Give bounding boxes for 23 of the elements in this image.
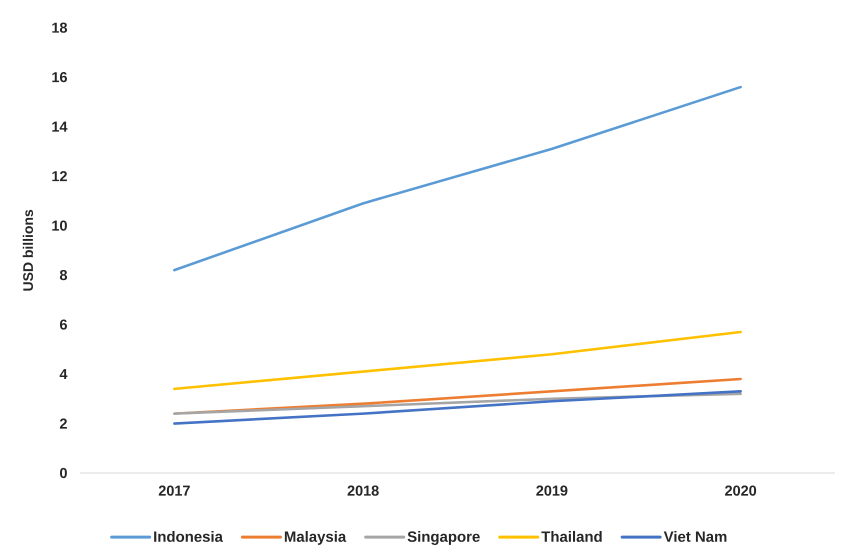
- x-tick-label: 2020: [725, 486, 756, 496]
- line-series: [173, 86, 742, 272]
- x-tick-label: 2018: [348, 486, 379, 496]
- y-tick-label: 0: [60, 468, 67, 478]
- y-tick-label: 6: [60, 319, 67, 330]
- legend-label: Thailand: [541, 530, 602, 542]
- y-tick-label: 2: [60, 418, 67, 429]
- legend-label: Viet Nam: [664, 530, 726, 542]
- line-series: [173, 390, 742, 425]
- y-tick-label: 4: [60, 369, 68, 380]
- y-tick-label: 16: [52, 72, 67, 82]
- y-tick-label: 10: [52, 220, 67, 231]
- y-tick-label: 8: [60, 270, 68, 280]
- y-tick-label: 18: [52, 22, 68, 33]
- legend-label: Singapore: [408, 530, 480, 545]
- y-tick-label: 14: [52, 122, 68, 132]
- y-tick-label: 12: [52, 171, 67, 182]
- line-series: [173, 330, 742, 390]
- y-axis-title: USD billions: [22, 210, 34, 291]
- legend-label: Indonesia: [154, 530, 224, 542]
- x-tick-label: 2017: [158, 486, 190, 496]
- legend-label: Malaysia: [284, 530, 346, 545]
- x-tick-label: 2019: [536, 486, 568, 496]
